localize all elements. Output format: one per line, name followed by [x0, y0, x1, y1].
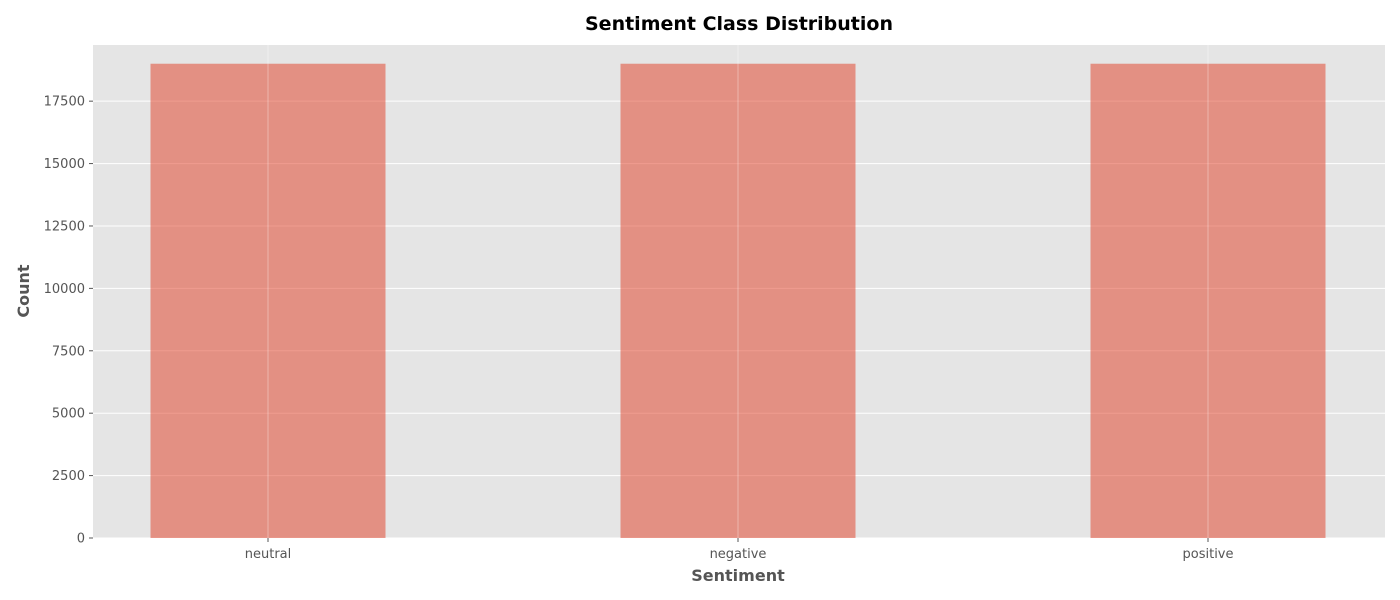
y-tick-labels: 0 2500 5000 7500 10000 12500 15000 17500	[44, 95, 85, 547]
x-tick-labels: neutral negative positive	[245, 547, 1234, 562]
y-tick-label: 5000	[52, 407, 85, 422]
y-tick-label: 7500	[52, 344, 85, 359]
y-tick-label: 10000	[44, 282, 85, 297]
y-tick-label: 12500	[44, 219, 85, 234]
y-tick-label: 15000	[44, 157, 85, 172]
bar-neutral	[150, 63, 386, 538]
x-tick-label-positive: positive	[1183, 547, 1234, 562]
chart-title: Sentiment Class Distribution	[585, 13, 893, 35]
x-tick-label-negative: negative	[710, 547, 767, 562]
y-tick-label: 17500	[44, 95, 85, 110]
vertical-grid-lines	[267, 45, 1209, 538]
y-tick-label: 0	[77, 532, 85, 547]
x-tick-label-neutral: neutral	[245, 547, 292, 562]
x-axis-label: Sentiment	[691, 566, 785, 585]
y-tick-label: 2500	[52, 469, 85, 484]
bar-positive	[1090, 63, 1326, 538]
bars	[150, 63, 1326, 538]
bar-negative	[620, 63, 856, 538]
y-axis-label: Count	[14, 264, 33, 318]
axes	[89, 100, 1209, 542]
